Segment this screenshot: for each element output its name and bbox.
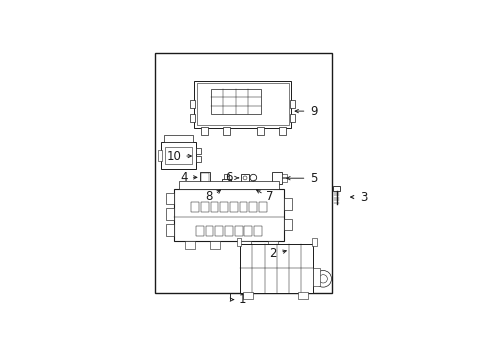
Bar: [206, 226, 214, 236]
Bar: [235, 226, 243, 236]
Circle shape: [250, 174, 257, 181]
Bar: [190, 114, 195, 122]
Bar: [243, 292, 252, 299]
Bar: [223, 127, 230, 135]
Bar: [196, 226, 204, 236]
Circle shape: [319, 275, 327, 283]
Bar: [249, 202, 257, 212]
Text: 2: 2: [269, 247, 277, 260]
Bar: [240, 244, 314, 293]
Bar: [191, 202, 199, 212]
Text: 4: 4: [180, 171, 188, 184]
Text: 3: 3: [360, 190, 367, 203]
Bar: [314, 268, 319, 286]
Bar: [313, 238, 317, 246]
Text: 5: 5: [310, 172, 317, 185]
Bar: [224, 194, 229, 199]
Bar: [291, 114, 295, 122]
Bar: [240, 241, 250, 249]
Bar: [211, 89, 261, 114]
Bar: [298, 292, 308, 299]
Bar: [211, 202, 218, 212]
Bar: [196, 148, 201, 154]
Bar: [164, 135, 193, 141]
Text: 1: 1: [239, 293, 246, 306]
Bar: [205, 183, 209, 187]
Bar: [201, 183, 204, 187]
Bar: [185, 241, 195, 249]
Bar: [201, 173, 209, 182]
Bar: [230, 202, 238, 212]
Bar: [190, 100, 195, 108]
Bar: [165, 147, 192, 164]
Bar: [161, 141, 196, 169]
Bar: [254, 226, 262, 236]
Bar: [259, 202, 267, 212]
Text: 7: 7: [267, 190, 274, 203]
Bar: [158, 150, 162, 161]
Bar: [240, 202, 247, 212]
Bar: [201, 202, 209, 212]
Bar: [284, 198, 292, 210]
Bar: [166, 224, 174, 236]
Bar: [268, 241, 278, 249]
Bar: [241, 174, 249, 182]
Bar: [222, 179, 231, 194]
Bar: [282, 179, 287, 182]
Bar: [224, 174, 229, 179]
Bar: [333, 186, 340, 191]
Bar: [291, 100, 295, 108]
Bar: [257, 127, 264, 135]
Bar: [225, 226, 233, 236]
Bar: [179, 181, 279, 189]
Bar: [272, 172, 282, 184]
Text: 6: 6: [225, 171, 233, 184]
Bar: [195, 81, 292, 128]
Circle shape: [243, 176, 247, 180]
Bar: [210, 241, 220, 249]
Text: 9: 9: [310, 105, 318, 118]
Text: 8: 8: [205, 190, 212, 203]
Bar: [201, 127, 208, 135]
Bar: [155, 53, 332, 293]
Bar: [279, 127, 286, 135]
Bar: [245, 226, 252, 236]
Bar: [284, 219, 292, 230]
Bar: [237, 238, 241, 246]
Bar: [197, 84, 289, 125]
Bar: [200, 172, 210, 183]
Bar: [216, 226, 223, 236]
Bar: [173, 189, 284, 242]
Bar: [166, 208, 174, 220]
Circle shape: [315, 270, 332, 287]
Bar: [196, 156, 201, 162]
Text: 10: 10: [167, 149, 181, 162]
Bar: [166, 193, 174, 204]
Bar: [220, 202, 228, 212]
Bar: [282, 174, 287, 177]
